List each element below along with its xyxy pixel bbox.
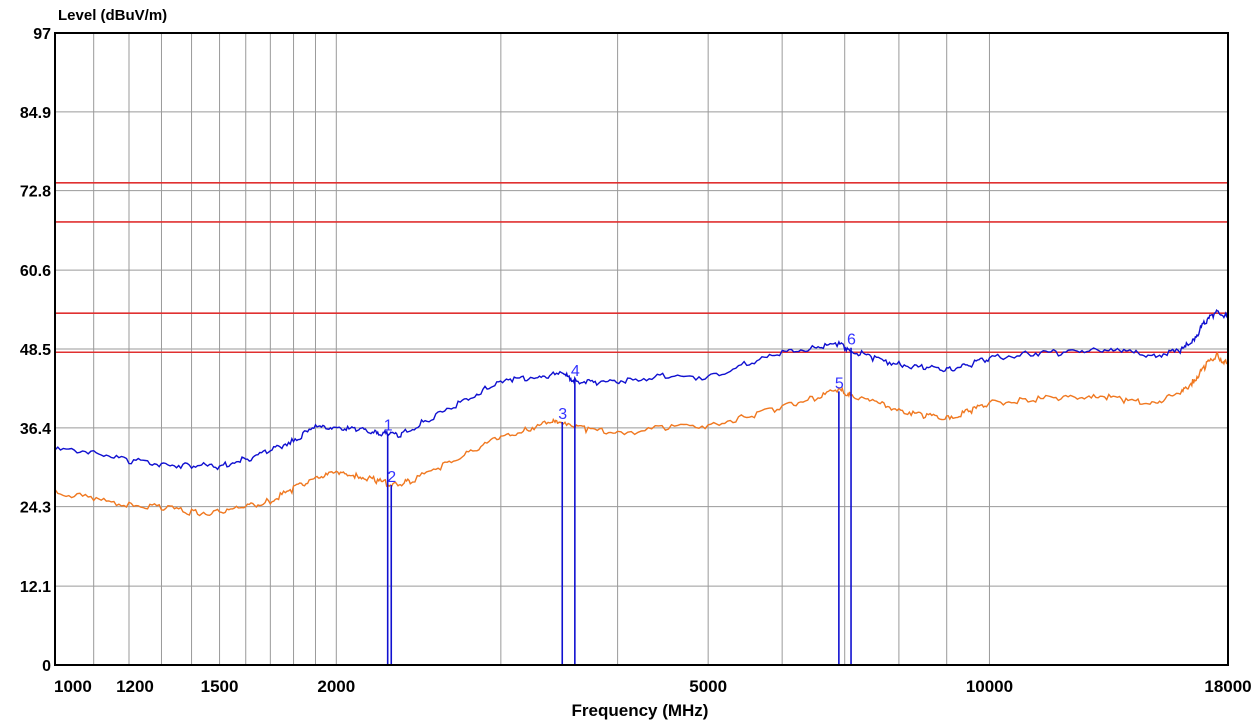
y-tick-label: 0: [42, 658, 51, 675]
series-line: [54, 351, 1229, 517]
x-tick-label: 1500: [201, 677, 239, 696]
y-tick-label: 72.8: [20, 184, 51, 201]
x-tick-label: 2000: [317, 677, 355, 696]
marker-label: 6: [847, 332, 856, 349]
y-tick-label: 97: [33, 26, 51, 43]
y-tick-labels: 0 12.1 24.3 36.4 48.5 60.6 72.8 84.9 97: [20, 26, 51, 675]
x-tick-label: 5000: [689, 677, 727, 696]
marker-label: 1: [384, 418, 393, 435]
x-tick-label: 1200: [116, 677, 154, 696]
marker-label: 3: [558, 406, 567, 423]
marker-label: 5: [835, 375, 844, 392]
x-axis-label: Frequency (MHz): [572, 701, 709, 720]
marker-label: 2: [387, 469, 396, 486]
x-tick-labels: 1000 1200 1500 2000 5000 10000 18000: [54, 677, 1252, 696]
y-axis-label: Level (dBuV/m): [58, 7, 167, 24]
x-tick-label: 10000: [966, 677, 1013, 696]
x-tick-label: 1000: [54, 677, 92, 696]
limit-lines: [55, 182, 1228, 354]
series-line: [54, 309, 1229, 471]
x-tick-label: 18000: [1204, 677, 1251, 696]
plot-frame: [54, 32, 1229, 666]
y-tick-label: 60.6: [20, 263, 51, 280]
grid: [54, 32, 1229, 666]
series-traces: [54, 309, 1229, 517]
y-tick-label: 36.4: [20, 421, 51, 438]
y-tick-label: 24.3: [20, 500, 51, 517]
marker-label: 4: [571, 363, 580, 380]
y-tick-label: 12.1: [20, 579, 51, 596]
markers: 1 2 3 4 5 6: [384, 332, 856, 665]
y-tick-label: 48.5: [20, 342, 51, 359]
y-tick-label: 84.9: [20, 105, 51, 122]
